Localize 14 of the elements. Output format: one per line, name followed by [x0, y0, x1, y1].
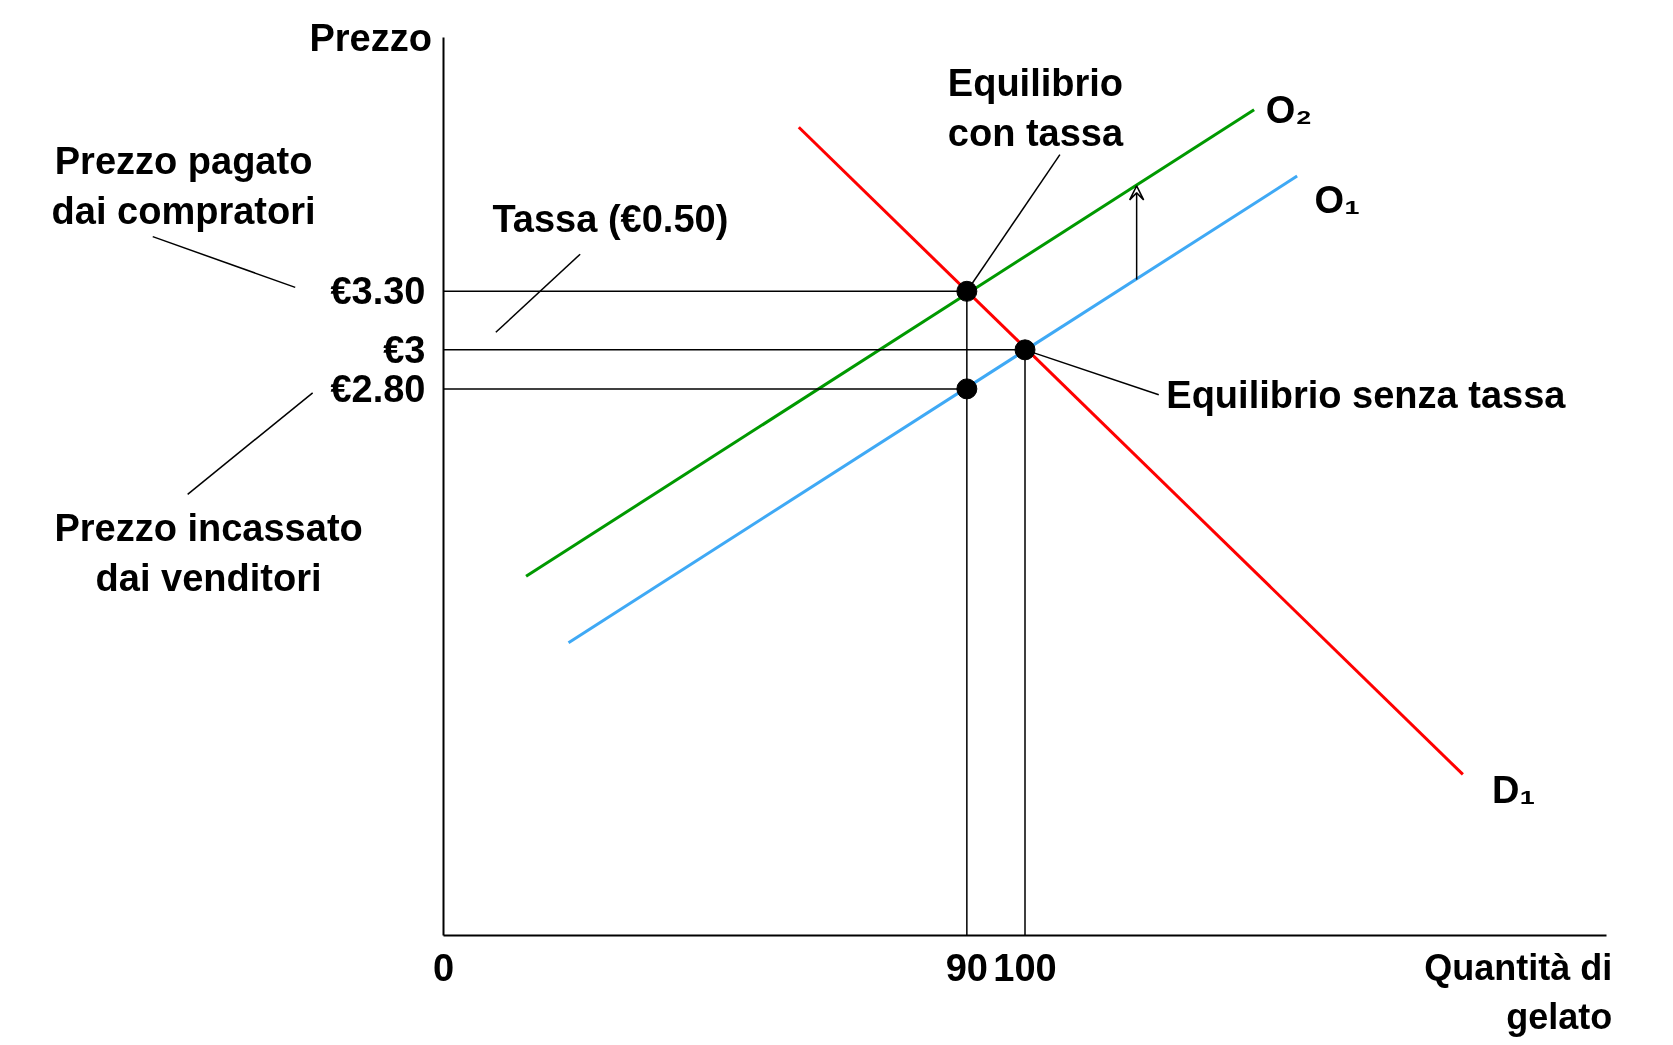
text: Prezzo pagato dai compratori	[51, 139, 316, 233]
annotation: Tassa (€0.50)	[492, 198, 729, 241]
series-label: D₁	[1491, 769, 1536, 812]
annotation: Equilibrio con tassa	[947, 61, 1124, 154]
annotation: Equilibrio senza tassa	[1166, 373, 1567, 416]
series-label: O₂	[1265, 88, 1313, 131]
x-tick-label: 0	[432, 946, 455, 989]
y-tick-label: €3.30	[330, 270, 426, 313]
series-label: O₁	[1314, 178, 1360, 221]
x-tick-label: 100	[993, 946, 1057, 989]
text: Prezzo incassato dai venditori	[54, 506, 363, 600]
y-axis-title: Prezzo	[309, 16, 432, 59]
x-tick-label: 90	[945, 946, 988, 989]
x-axis-title: Quantità di gelato	[1424, 947, 1613, 1038]
